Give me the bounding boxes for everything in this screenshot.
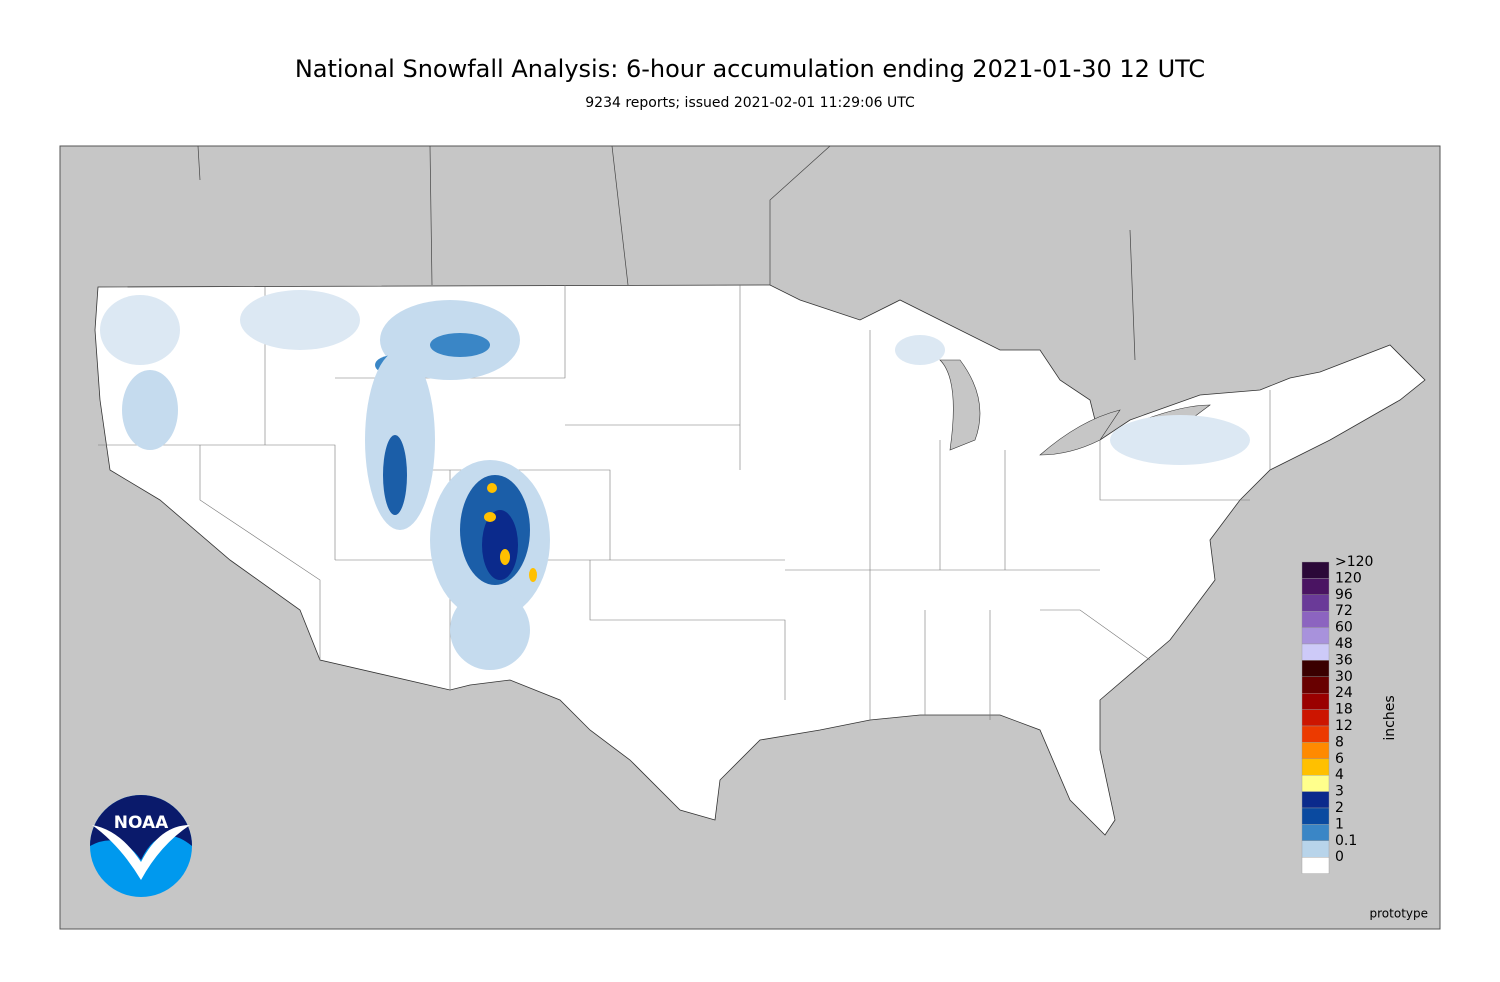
legend-label: 2 bbox=[1335, 800, 1344, 816]
legend-swatch bbox=[1301, 709, 1330, 727]
title: National Snowfall Analysis: 6-hour accum… bbox=[295, 55, 1205, 83]
legend-label: 1 bbox=[1335, 816, 1344, 832]
legend-swatch bbox=[1301, 742, 1330, 760]
legend-swatch bbox=[1301, 611, 1330, 628]
legend-label: >120 bbox=[1335, 554, 1373, 570]
subtitle: 9234 reports; issued 2021-02-01 11:29:06… bbox=[585, 95, 915, 111]
logo-text: NOAA bbox=[114, 813, 169, 833]
noaa-logo: NOAA bbox=[90, 795, 192, 897]
legend-swatch bbox=[1301, 660, 1330, 678]
footer-note: prototype bbox=[1370, 907, 1428, 921]
legend-swatch bbox=[1301, 643, 1330, 661]
legend-label: 18 bbox=[1335, 702, 1353, 718]
legend-swatch bbox=[1301, 758, 1330, 776]
legend-unit: inches bbox=[1382, 695, 1398, 740]
legend-swatch bbox=[1301, 840, 1330, 858]
legend-label: 120 bbox=[1335, 570, 1362, 586]
legend-label: 4 bbox=[1335, 767, 1344, 783]
legend-label: 72 bbox=[1335, 603, 1353, 619]
legend-swatch bbox=[1301, 594, 1330, 612]
legend-swatch bbox=[1301, 857, 1330, 874]
legend-label: 96 bbox=[1335, 587, 1353, 603]
legend-label: 8 bbox=[1335, 734, 1344, 750]
legend-swatch bbox=[1301, 824, 1330, 842]
legend-label: 36 bbox=[1335, 652, 1353, 668]
legend-swatch bbox=[1301, 627, 1330, 645]
legend-label: 24 bbox=[1335, 685, 1353, 701]
legend-label: 3 bbox=[1335, 784, 1344, 800]
legend-label: 60 bbox=[1335, 620, 1353, 636]
map bbox=[59, 145, 1441, 930]
legend-swatch bbox=[1301, 676, 1330, 694]
canada-borders bbox=[197, 145, 1136, 361]
legend-label: 0 bbox=[1335, 849, 1344, 865]
legend-swatch bbox=[1301, 693, 1330, 710]
legend-swatch bbox=[1301, 775, 1330, 792]
legend-swatch bbox=[1301, 791, 1330, 809]
legend-label: 30 bbox=[1335, 669, 1353, 685]
legend-label: 12 bbox=[1335, 718, 1353, 734]
legend-swatch bbox=[1301, 725, 1330, 743]
legend-swatch bbox=[1301, 807, 1330, 825]
legend-label: 6 bbox=[1335, 751, 1344, 767]
legend-swatch bbox=[1301, 578, 1330, 596]
snowfall-field bbox=[100, 290, 1250, 670]
legend-swatch bbox=[1301, 561, 1330, 579]
legend-label: 0.1 bbox=[1335, 833, 1357, 849]
legend-label: 48 bbox=[1335, 636, 1353, 652]
